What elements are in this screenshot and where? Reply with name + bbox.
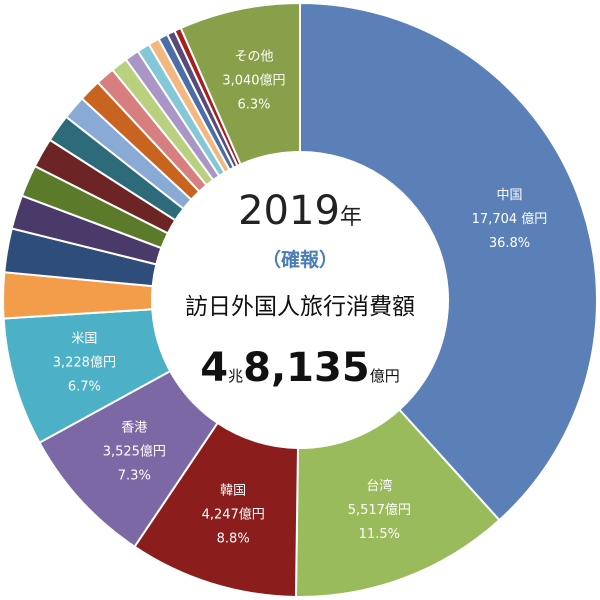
slice-label-value_label: 4,247億円 [202, 506, 265, 522]
center-total: 4兆8,135億円 [200, 345, 399, 391]
center-title: 訪日外国人旅行消費額 [185, 294, 415, 320]
slice-label-percent_label: 6.3% [237, 97, 270, 112]
slice-label-value_label: 17,704 億円 [472, 211, 548, 227]
slice-label-percent_label: 36.8% [489, 236, 530, 251]
slice-label-name: 米国 [71, 331, 97, 346]
slice-label-name: その他 [234, 49, 273, 64]
slice-label-percent_label: 8.8% [217, 531, 250, 546]
slice-label-value_label: 3,525億円 [103, 443, 166, 459]
slice-label-percent_label: 7.3% [118, 468, 151, 483]
slice-label-name: 韓国 [220, 483, 246, 498]
center-status: （確報） [262, 248, 338, 271]
slice-label-value_label: 5,517億円 [348, 502, 411, 518]
slice-label-percent_label: 6.7% [68, 379, 101, 394]
slice-label-value_label: 3,228億円 [53, 354, 116, 370]
donut-slice-中国 [299, 1, 598, 522]
slice-label-name: 台湾 [366, 478, 392, 494]
slice-label-name: 香港 [121, 420, 147, 435]
slice-labels: 中国 17,704 億円 36.8% 台湾 5,517億円 11.5% 韓国 4,247億円 8… [53, 49, 548, 546]
center-year: 2019年 [238, 188, 362, 234]
slice-label-percent_label: 11.5% [359, 527, 400, 542]
slice-label-value_label: 3,040億円 [222, 72, 285, 88]
center-text: 2019年 （確報） 訪日外国人旅行消費額 4兆8,135億円 [185, 188, 415, 391]
donut-slice-台湾 [294, 408, 501, 598]
slice-label-name: 中国 [496, 188, 522, 203]
donut-slice-その他 [179, 1, 301, 166]
